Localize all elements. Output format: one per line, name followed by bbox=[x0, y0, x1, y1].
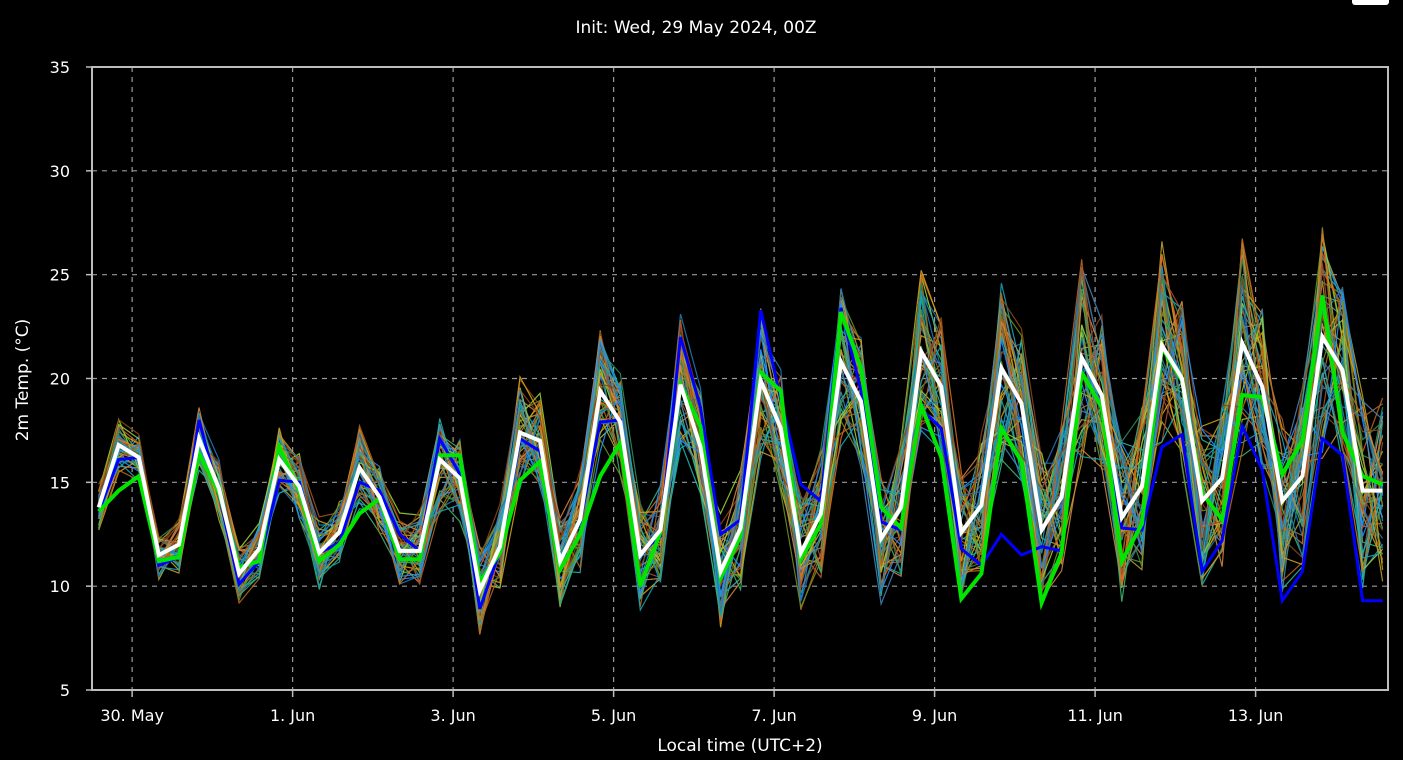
x-axis-label: Local time (UTC+2) bbox=[657, 736, 822, 756]
y-tick-label: 30 bbox=[50, 162, 70, 181]
ensemble-member-line bbox=[98, 288, 1384, 614]
window-edge bbox=[1403, 0, 1410, 760]
y-axis-ticks: 35 30 25 20 15 10 5 bbox=[50, 58, 92, 700]
x-tick-label: 9. Jun bbox=[912, 706, 957, 725]
y-tick-label: 25 bbox=[50, 266, 70, 285]
x-axis-ticks: 30. May 1. Jun 3. Jun 5. Jun 7. Jun 9. Jun 11.… bbox=[100, 690, 1283, 725]
chart-title: Init: Wed, 29 May 2024, 00Z bbox=[575, 18, 816, 38]
ensemble-member-line bbox=[98, 238, 1383, 609]
menu-button[interactable] bbox=[1352, 0, 1389, 5]
y-axis-label: 2m Temp. (°C) bbox=[13, 319, 33, 442]
x-tick-label: 5. Jun bbox=[591, 706, 636, 725]
x-tick-label: 1. Jun bbox=[270, 706, 315, 725]
y-tick-label: 5 bbox=[60, 681, 70, 700]
y-tick-label: 10 bbox=[50, 577, 70, 596]
mean-series-line bbox=[96, 331, 1383, 597]
y-tick-label: 35 bbox=[50, 58, 70, 77]
main-series bbox=[96, 295, 1384, 611]
x-tick-label: 30. May bbox=[100, 706, 164, 725]
x-tick-label: 11. Jun bbox=[1067, 706, 1123, 725]
y-tick-label: 15 bbox=[50, 473, 70, 492]
x-tick-label: 7. Jun bbox=[751, 706, 796, 725]
x-tick-label: 13. Jun bbox=[1228, 706, 1284, 725]
x-tick-label: 3. Jun bbox=[430, 706, 475, 725]
y-tick-label: 20 bbox=[50, 370, 70, 389]
